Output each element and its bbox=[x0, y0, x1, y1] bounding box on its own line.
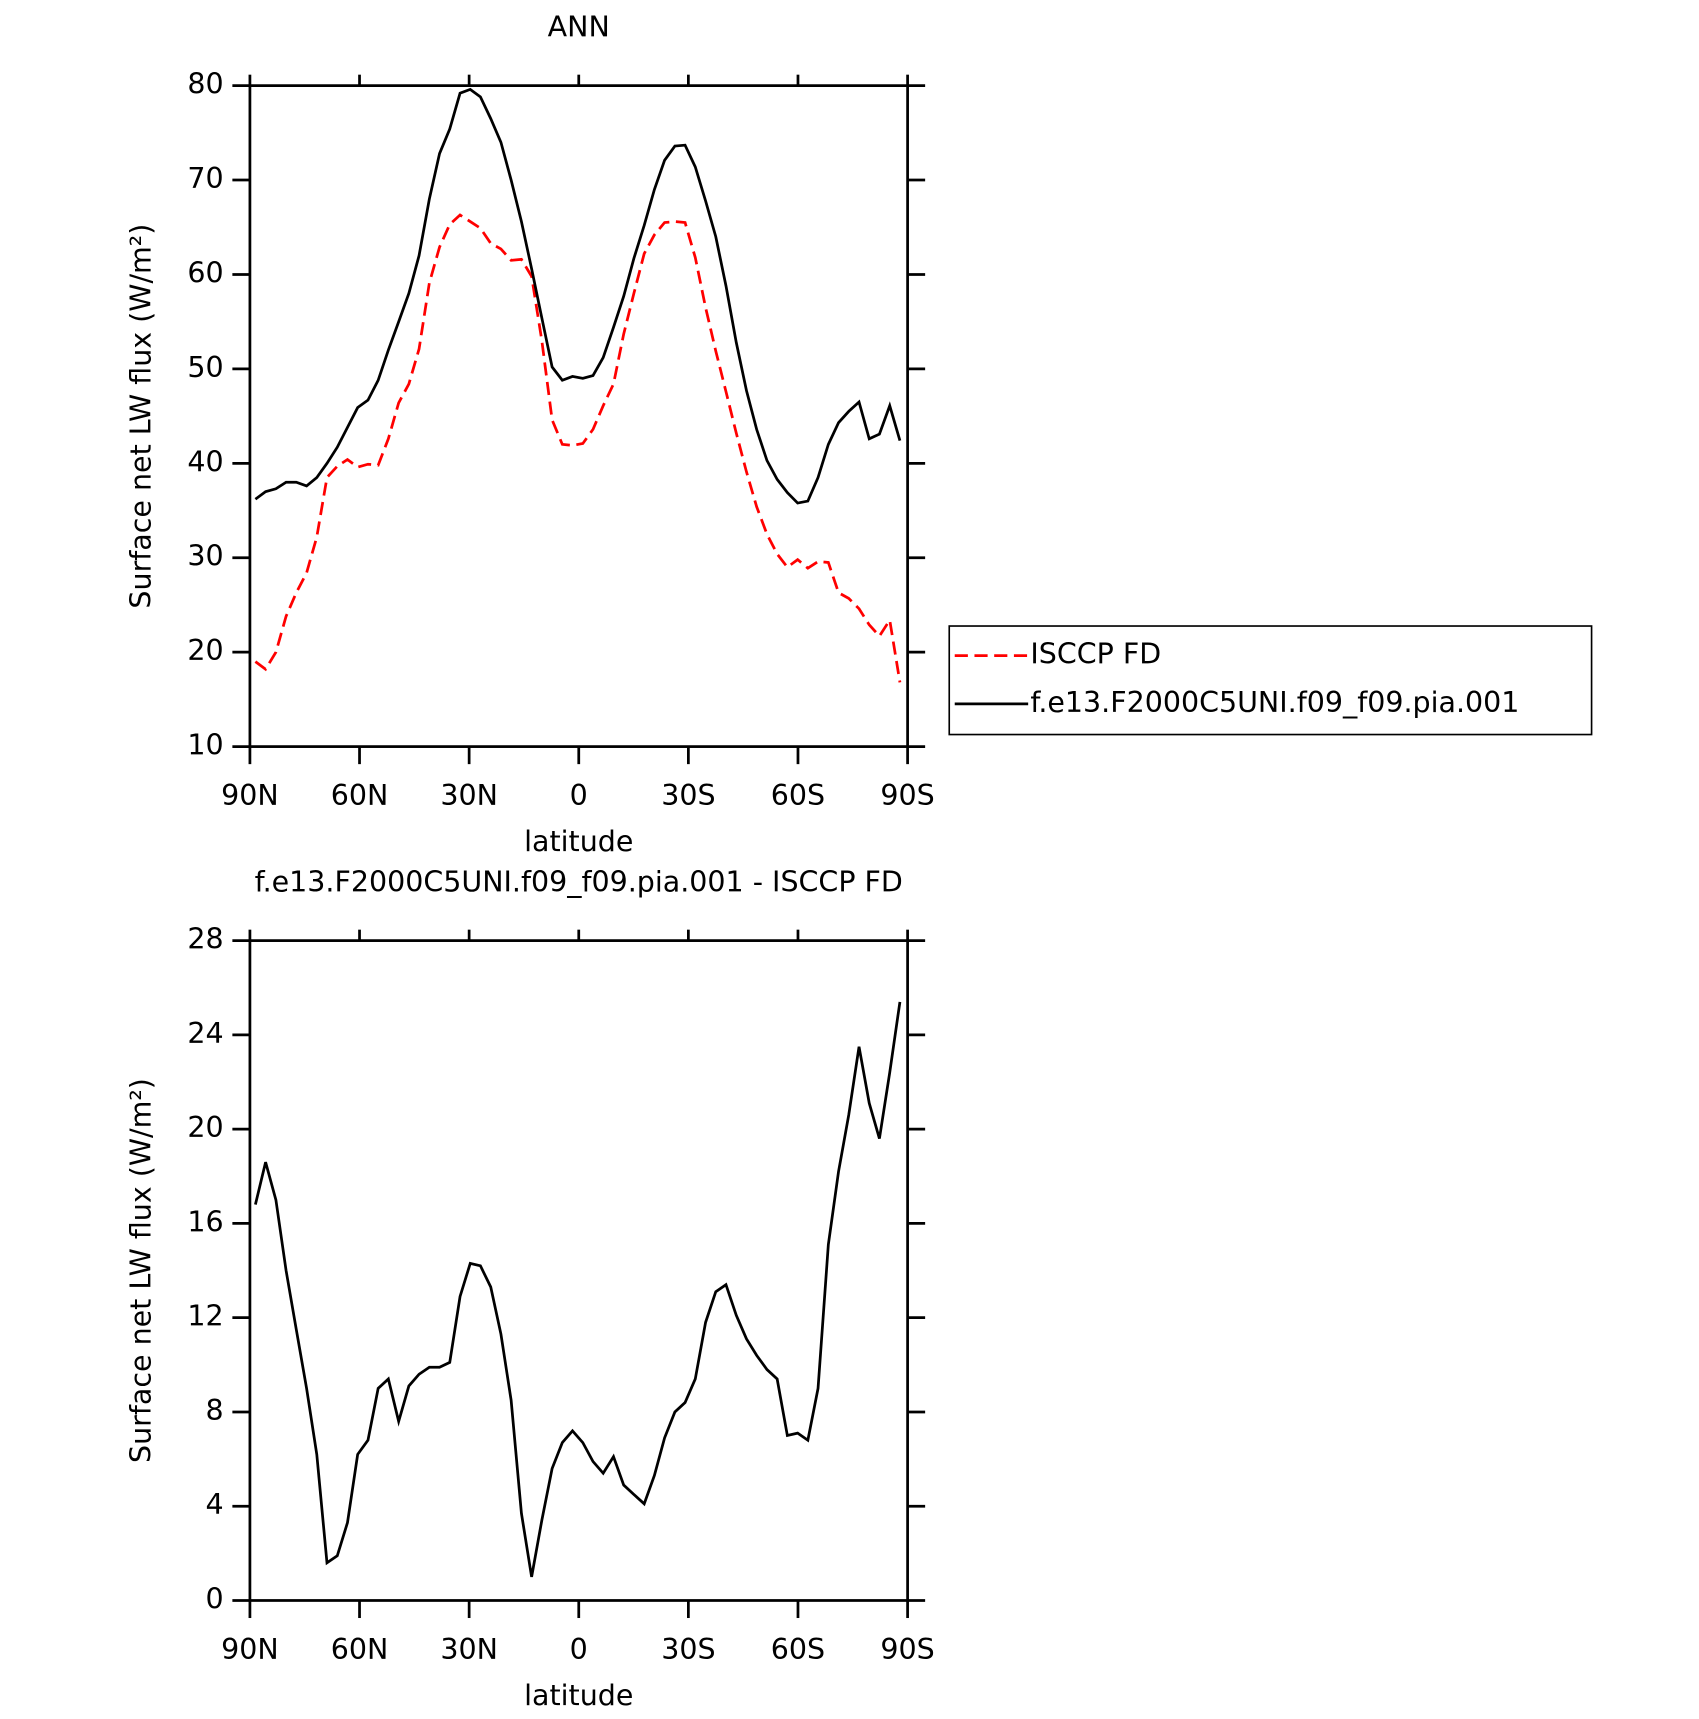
y-tick-label: 24 bbox=[187, 1017, 223, 1050]
y-tick-label: 16 bbox=[187, 1205, 223, 1238]
legend-label: ISCCP FD bbox=[1030, 638, 1161, 671]
y-tick-label: 40 bbox=[187, 445, 223, 478]
x-axis-label: latitude bbox=[524, 825, 633, 858]
y-tick-label: 4 bbox=[205, 1488, 223, 1521]
x-tick-label: 60S bbox=[771, 779, 825, 812]
legend-box bbox=[948, 625, 1593, 736]
legend-label: f.e13.F2000C5UNI.f09_f09.pia.001 bbox=[1030, 686, 1519, 719]
y-tick-label: 8 bbox=[205, 1394, 223, 1427]
x-tick-label: 90N bbox=[221, 1633, 279, 1666]
y-tick-label: 80 bbox=[187, 68, 223, 101]
y-tick-label: 0 bbox=[205, 1582, 223, 1615]
y-axis-label: Surface net LW flux (W/m²) bbox=[124, 224, 157, 609]
plot-frame bbox=[248, 84, 909, 748]
y-tick-label: 30 bbox=[187, 540, 223, 573]
x-tick-label: 0 bbox=[570, 1633, 588, 1666]
y-tick-label: 70 bbox=[187, 162, 223, 195]
x-tick-label: 30S bbox=[661, 779, 715, 812]
x-tick-label: 60N bbox=[331, 1633, 389, 1666]
x-tick-label: 60N bbox=[331, 779, 389, 812]
y-tick-label: 20 bbox=[187, 1111, 223, 1144]
x-tick-label: 30N bbox=[440, 779, 498, 812]
y-tick-label: 12 bbox=[187, 1300, 223, 1333]
data-line bbox=[254, 213, 902, 683]
plot-frame bbox=[248, 939, 909, 1602]
x-tick-label: 60S bbox=[771, 1633, 825, 1666]
x-tick-label: 0 bbox=[570, 779, 588, 812]
y-tick-label: 28 bbox=[187, 923, 223, 956]
x-axis-label: latitude bbox=[524, 1679, 633, 1712]
x-tick-label: 90S bbox=[880, 1633, 934, 1666]
x-tick-label: 30S bbox=[661, 1633, 715, 1666]
y-tick-label: 50 bbox=[187, 351, 223, 384]
y-tick-label: 60 bbox=[187, 256, 223, 289]
chart-title: f.e13.F2000C5UNI.f09_f09.pia.001 - ISCCP… bbox=[255, 866, 903, 899]
chart-title: ANN bbox=[548, 11, 610, 44]
data-line bbox=[254, 87, 902, 505]
y-tick-label: 10 bbox=[187, 729, 223, 762]
data-line bbox=[254, 1001, 902, 1578]
x-tick-label: 30N bbox=[440, 1633, 498, 1666]
y-axis-label: Surface net LW flux (W/m²) bbox=[124, 1078, 157, 1463]
y-tick-label: 20 bbox=[187, 634, 223, 667]
x-tick-label: 90S bbox=[880, 779, 934, 812]
x-tick-label: 90N bbox=[221, 779, 279, 812]
